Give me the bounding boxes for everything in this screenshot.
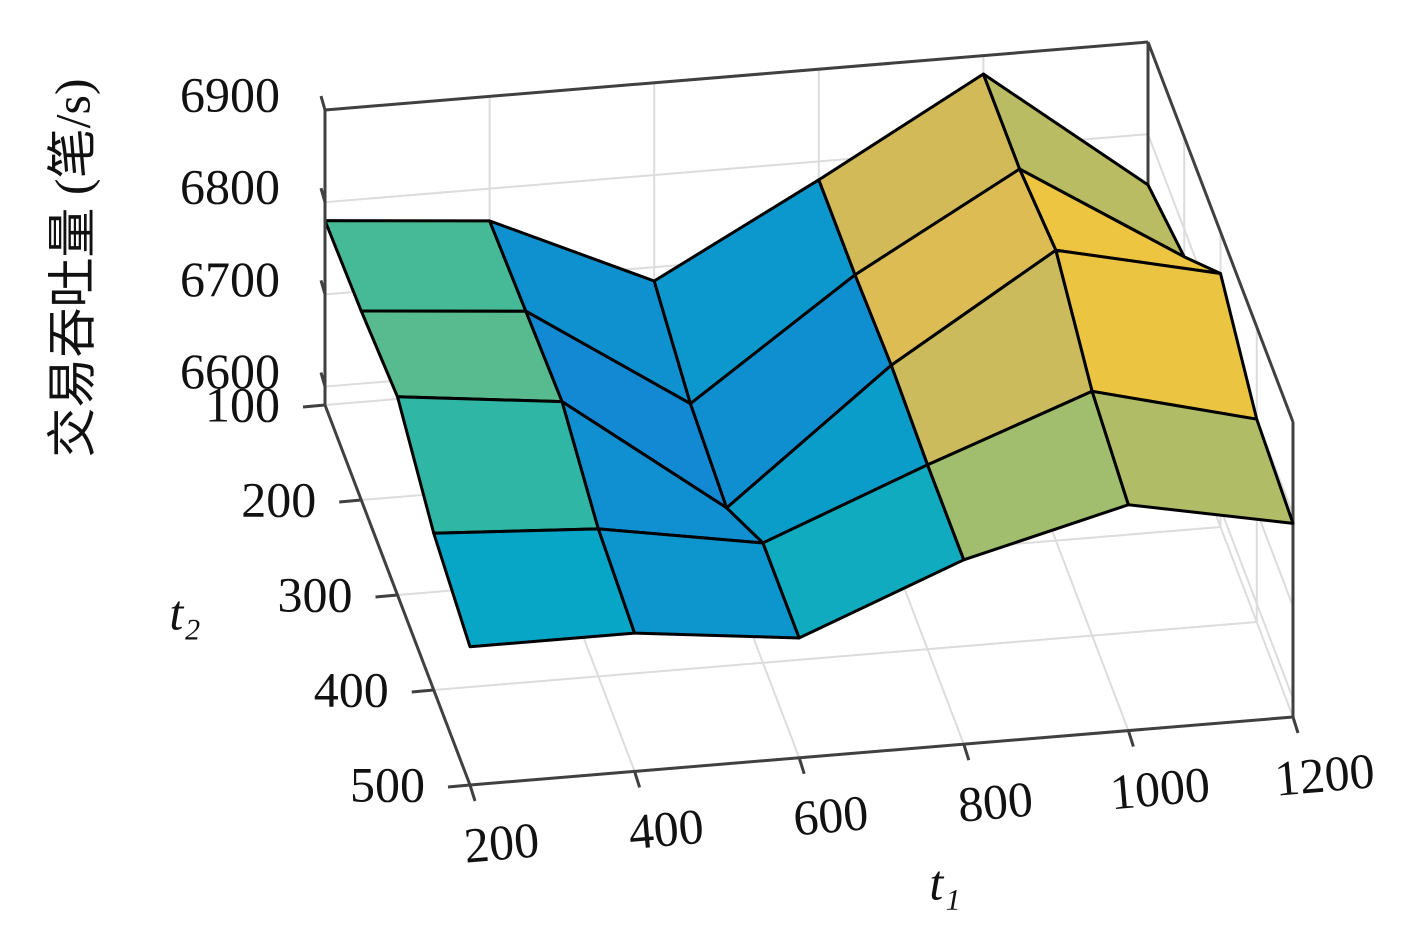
tick-mark — [447, 783, 471, 789]
z-tick-label: 6800 — [180, 159, 280, 215]
tick-mark — [302, 403, 326, 409]
surface-face — [1090, 389, 1295, 525]
tick-mark — [319, 95, 327, 111]
x-tick-label: 1000 — [1108, 756, 1213, 821]
z-tick-label: 6600 — [180, 343, 280, 399]
grid-line — [433, 621, 1257, 691]
y-tick-label: 300 — [278, 566, 353, 622]
tick-mark — [319, 187, 327, 203]
tick-mark — [797, 757, 806, 775]
tick-mark — [468, 784, 477, 802]
x-axis-title: t₁ — [929, 854, 960, 910]
tick-mark — [319, 372, 327, 387]
tick-mark — [411, 688, 434, 694]
x-tick-label: 600 — [791, 784, 871, 846]
tick-mark — [375, 593, 398, 599]
z-tick-label: 6700 — [180, 251, 280, 307]
x-tick-label: 1200 — [1272, 742, 1377, 807]
tick-mark — [339, 498, 362, 504]
tick-mark — [633, 770, 642, 788]
y-tick-label: 100 — [205, 376, 280, 432]
axis-box — [1146, 41, 1295, 423]
tick-mark — [1291, 716, 1300, 734]
z-tick-label: 6900 — [180, 66, 280, 122]
x-tick-label: 800 — [956, 771, 1036, 833]
axis-line — [469, 715, 1294, 787]
tick-mark — [962, 743, 971, 761]
tick-mark — [319, 279, 327, 295]
x-tick-label: 200 — [462, 811, 542, 873]
z-axis-title: 交易吞吐量 (笔/s) — [44, 78, 100, 457]
y-axis-title: t₂ — [169, 584, 200, 640]
axis-box — [324, 40, 1149, 112]
tick-mark — [1126, 730, 1135, 748]
y-tick-label: 200 — [241, 471, 316, 527]
y-tick-label: 500 — [350, 756, 425, 812]
y-tick-label: 400 — [314, 661, 389, 717]
x-tick-label: 400 — [626, 798, 706, 860]
